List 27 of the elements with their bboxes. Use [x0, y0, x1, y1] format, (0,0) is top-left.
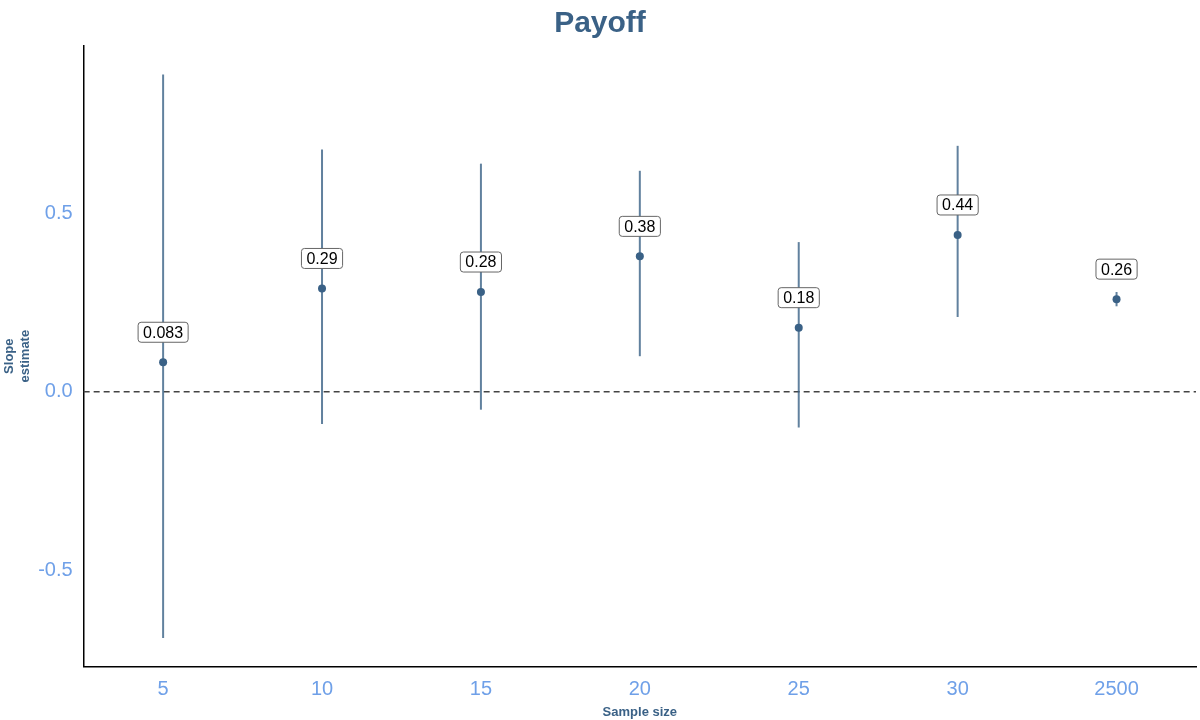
point [1112, 295, 1121, 304]
point [159, 358, 168, 367]
data-label: 0.18 [783, 289, 815, 307]
x-tick-label: 20 [628, 676, 651, 699]
point [476, 288, 485, 297]
data-label: 0.44 [942, 196, 974, 214]
chart-title: Payoff [554, 5, 647, 39]
x-tick-label: 2500 [1094, 676, 1139, 699]
x-tick-label: 5 [157, 676, 169, 699]
data-label: 0.28 [465, 253, 497, 271]
y-axis-title: Slope estimate [1, 329, 32, 383]
x-tick-label: 10 [310, 676, 334, 699]
x-tick-label: 30 [946, 676, 969, 699]
x-axis-title: Sample size [602, 703, 678, 719]
x-tick-label: 15 [469, 676, 493, 699]
point [318, 284, 327, 293]
data-label: 0.26 [1100, 260, 1133, 278]
point [635, 252, 644, 261]
y-tick-label: 0.5 [44, 201, 73, 224]
y-tick-label: 0.0 [44, 379, 73, 402]
y-tick-label: -0.5 [38, 557, 73, 580]
x-tick-label: 25 [787, 676, 810, 699]
data-label: 0.29 [306, 249, 338, 267]
point [953, 230, 962, 239]
point [794, 323, 803, 332]
data-label: 0.083 [143, 323, 184, 341]
data-label: 0.38 [624, 217, 656, 235]
